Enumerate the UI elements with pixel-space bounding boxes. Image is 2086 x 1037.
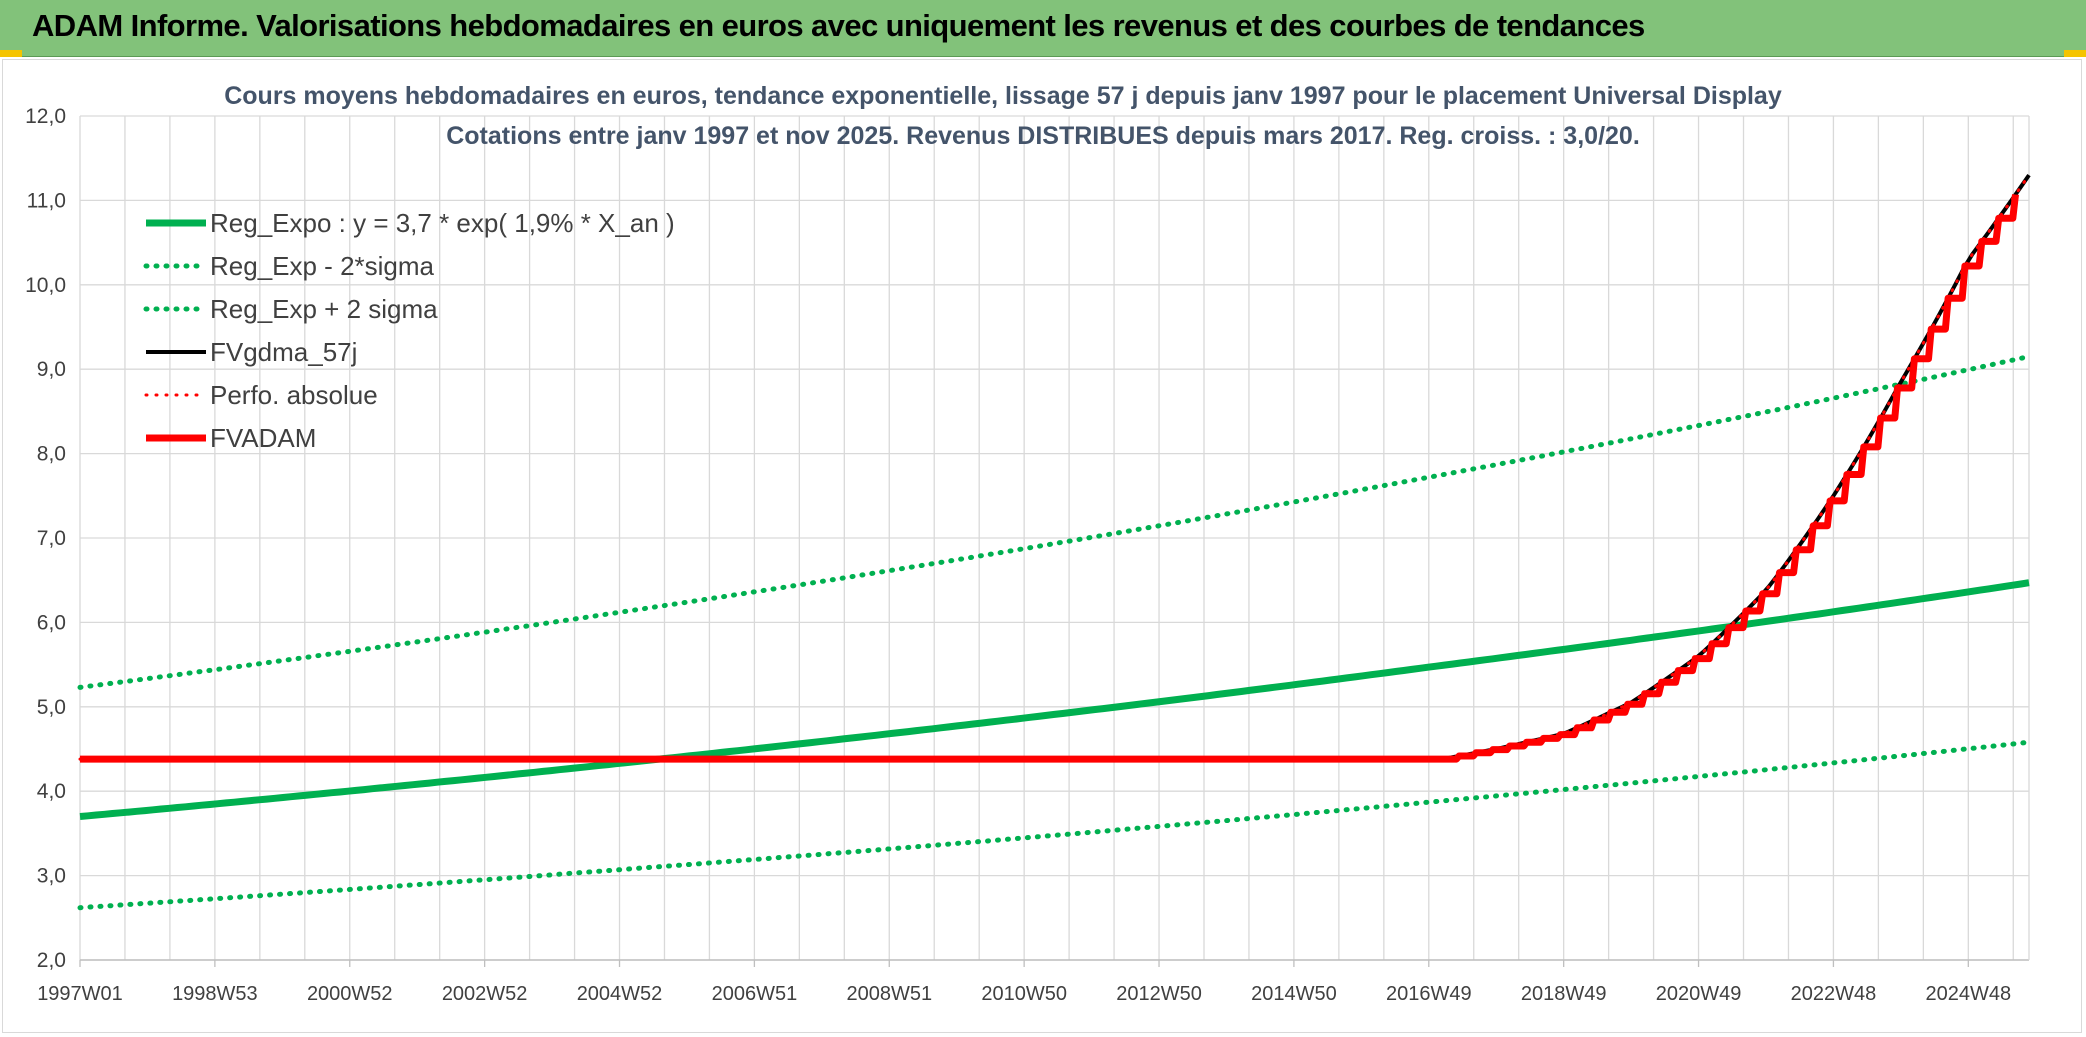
y-tick-label: 3,0: [37, 865, 66, 888]
legend: Reg_Expo : y = 3,7 * exp( 1,9% * X_an ) R…: [143, 208, 675, 453]
x-tick-label: 2006W51: [712, 983, 798, 1005]
series-line-reg-exp-2-sigma: [77, 739, 2032, 911]
x-tick-label: 2014W50: [1251, 983, 1337, 1005]
page-title: ADAM Informe. Valorisations hebdomadaire…: [32, 8, 1645, 43]
series-line-fvadam: [80, 194, 2019, 763]
y-tick-label: 8,0: [37, 443, 66, 466]
x-tick-label: 2018W49: [1521, 983, 1607, 1005]
x-tick-label: 2010W50: [981, 983, 1067, 1005]
x-tick-label: 2020W49: [1656, 983, 1742, 1005]
legend-label: Reg_Expo : y = 3,7 * exp( 1,9% * X_an ): [210, 208, 675, 238]
series-line-reg-expo-y-3-7-exp-1-9-x-an: [79, 579, 2030, 820]
y-tick-label: 12,0: [25, 105, 66, 128]
x-tick-label: 2012W50: [1116, 983, 1202, 1005]
chart-title-line-2: Cotations entre janv 1997 et nov 2025. R…: [446, 122, 1640, 150]
chart-title: Cours moyens hebdomadaires en euros, ten…: [224, 82, 1782, 150]
y-tick-label: 7,0: [37, 527, 66, 550]
x-tick-label: 2024W48: [1925, 983, 2011, 1005]
x-tick-label: 2008W51: [846, 983, 932, 1005]
chart-area: 2,0 3,0 4,0 5,0 6,0 7,0 8,0 9,0 10,0 11,0 12,0 1997…: [2, 59, 2082, 1033]
y-tick-label: 11,0: [27, 189, 66, 212]
x-tick-label: 2022W48: [1791, 983, 1877, 1005]
legend-label: FVADAM: [210, 423, 316, 453]
x-tick-label: 2004W52: [577, 983, 663, 1005]
chart-title-line-1: Cours moyens hebdomadaires en euros, ten…: [224, 82, 1782, 110]
x-tick-label: 2016W49: [1386, 983, 1472, 1005]
axis-layer: 2,0 3,0 4,0 5,0 6,0 7,0 8,0 9,0 10,0 11,0 12,0 1997…: [25, 105, 2011, 1005]
legend-label: Perfo. absolue: [210, 380, 378, 410]
corner-decoration: [2064, 50, 2086, 57]
series-layer: [77, 173, 2032, 911]
y-tick-label: 5,0: [37, 696, 66, 719]
series-line-perfo-absolue: [78, 173, 2031, 761]
x-tick-label: 1997W01: [37, 983, 123, 1005]
y-tick-label: 10,0: [25, 274, 66, 297]
series-line-reg-exp-2-sigma: [77, 354, 2032, 690]
grid-layer: [79, 115, 2029, 961]
corner-decoration: [0, 50, 22, 57]
y-tick-label: 2,0: [37, 949, 66, 972]
header-banner: ADAM Informe. Valorisations hebdomadaire…: [0, 0, 2086, 57]
legend-label: Reg_Exp + 2 sigma: [210, 294, 438, 324]
x-tick-label: 2002W52: [442, 983, 528, 1005]
legend-label: FVgdma_57j: [210, 337, 357, 367]
legend-label: Reg_Exp - 2*sigma: [210, 251, 435, 281]
plot-border: [80, 116, 2030, 961]
y-tick-label: 4,0: [37, 780, 66, 803]
y-tick-label: 6,0: [37, 611, 66, 634]
chart-svg: 2,0 3,0 4,0 5,0 6,0 7,0 8,0 9,0 10,0 11,0 12,0 1997…: [25, 82, 2032, 1005]
x-tick-label: 1998W53: [172, 983, 258, 1005]
x-tick-label: 2000W52: [307, 983, 393, 1005]
y-tick-label: 9,0: [37, 358, 66, 381]
